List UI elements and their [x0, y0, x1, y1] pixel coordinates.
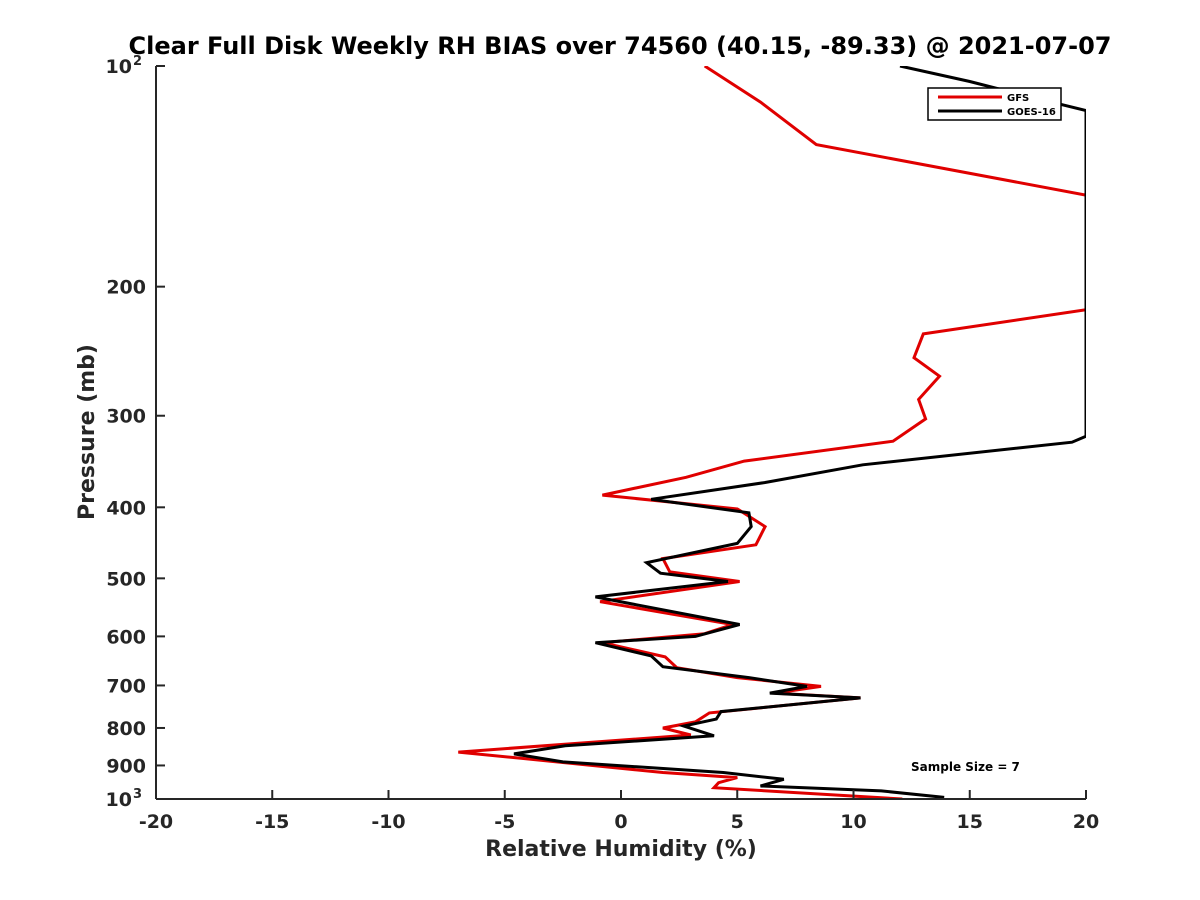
- axes: [155, 66, 1086, 800]
- sample-size-annotation: Sample Size = 7: [911, 760, 1020, 774]
- y-tick-label: 600: [106, 626, 146, 648]
- y-tick-label: 10: [106, 56, 132, 78]
- y-tick-label: 500: [106, 568, 146, 590]
- x-tick-label: -10: [371, 811, 405, 833]
- x-tick-label: 15: [957, 811, 983, 833]
- x-axis-label: Relative Humidity (%): [485, 837, 757, 862]
- x-tick-label: 20: [1073, 811, 1099, 833]
- legend-label-goes16: GOES-16: [1007, 107, 1056, 118]
- chart-title: Clear Full Disk Weekly RH BIAS over 7456…: [129, 32, 1112, 60]
- y-tick-label: 900: [106, 755, 146, 777]
- x-tick-label: 5: [731, 811, 744, 833]
- y-tick-exponent: 3: [133, 787, 142, 802]
- y-tick-label: 700: [106, 675, 146, 697]
- x-tick-label: -15: [255, 811, 289, 833]
- y-tick-label: 10: [106, 789, 132, 811]
- y-tick-label: 300: [106, 406, 146, 428]
- y-axis-label: Pressure (mb): [75, 344, 100, 520]
- series-line-goes-16: [513, 66, 1086, 799]
- y-tick-label: 800: [106, 718, 146, 740]
- y-tick-exponent: 2: [133, 54, 142, 69]
- legend: GFS GOES-16: [927, 87, 1062, 121]
- series-layer: [458, 66, 1086, 799]
- x-tick-label: 0: [614, 811, 627, 833]
- series-line-gfs: [458, 66, 1086, 799]
- y-tick-label: 400: [106, 497, 146, 519]
- x-tick-label: -20: [139, 811, 173, 833]
- legend-label-gfs: GFS: [1007, 93, 1029, 104]
- x-tick-label: -5: [494, 811, 515, 833]
- x-tick-label: 10: [840, 811, 866, 833]
- legend-box: [927, 87, 1062, 121]
- y-tick-label: 200: [106, 277, 146, 299]
